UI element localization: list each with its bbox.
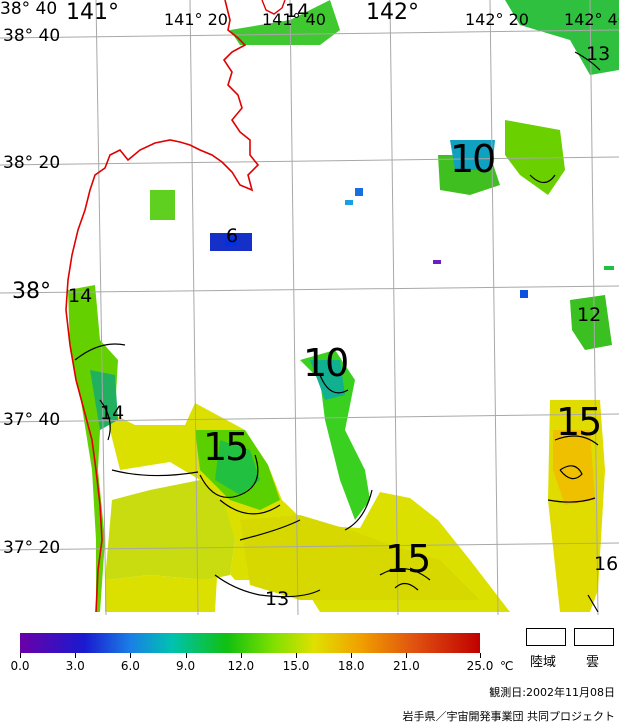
colorbar-tick-label: 6.0 xyxy=(120,659,140,673)
lat-label-37-20: 37° 20 xyxy=(3,538,61,558)
contour-label-16: 16 xyxy=(594,553,619,575)
coastline xyxy=(65,0,260,613)
colorbar-tick xyxy=(130,653,132,658)
contour-label-10-mid: 10 xyxy=(303,341,349,385)
contour-label-13-south: 13 xyxy=(265,588,290,610)
lon-label-141: 141° xyxy=(66,0,119,25)
colorbar-tick xyxy=(185,653,187,658)
sea-surface-temperature-map xyxy=(0,0,619,615)
contour-label-15-south: 15 xyxy=(385,537,431,581)
contour-label-15-west: 15 xyxy=(203,425,249,469)
lon-label-142: 142° xyxy=(366,0,419,25)
cloud-legend-label: 雲 xyxy=(586,655,600,670)
lon-label-141-20: 141° 20 xyxy=(164,10,228,29)
colorbar-tick-label: 12.0 xyxy=(227,659,255,673)
colorbar-tick-label: 0.0 xyxy=(10,659,30,673)
lat-label-38: 38° xyxy=(12,279,51,304)
observation-date: 観測日:2002年11月08日 xyxy=(489,686,615,699)
contour-label-14-top: 14 xyxy=(285,0,310,22)
lat-label-38-40: 38° 40 xyxy=(3,26,61,46)
lat-label-37-40: 37° 40 xyxy=(3,410,61,430)
colorbar-tick xyxy=(406,653,408,658)
contour-label-14-coast: 14 xyxy=(100,402,125,424)
contour-label-6: 6 xyxy=(226,225,239,247)
land-legend-swatch xyxy=(526,628,566,646)
contour-label-10-north: 10 xyxy=(450,137,496,181)
graticule xyxy=(0,0,619,615)
lat-label-top-left: 38° 40 xyxy=(0,0,58,19)
colorbar-tick xyxy=(20,653,21,658)
colorbar-tick xyxy=(351,653,353,658)
contour-label-13-top-right: 13 xyxy=(586,43,611,65)
lon-label-142-20: 142° 20 xyxy=(465,10,529,29)
contour-label-12: 12 xyxy=(577,304,602,326)
colorbar-tick xyxy=(296,653,297,658)
colorbar-tick-label: 18.0 xyxy=(337,659,365,673)
lat-label-38-20: 38° 20 xyxy=(3,153,61,173)
lon-label-141-40: 141° 40 xyxy=(262,10,326,29)
colorbar-tick-label: 9.0 xyxy=(176,659,196,673)
colorbar-unit: ℃ xyxy=(500,659,514,673)
credit-line: 岩手県／宇宙開発事業団 共同プロジェクト xyxy=(402,710,616,723)
cloud-legend-swatch xyxy=(574,628,614,646)
colorbar-tick xyxy=(480,653,481,658)
contour-label-14-west: 14 xyxy=(68,285,93,307)
colorbar-tick-label: 21.0 xyxy=(393,659,420,673)
colorbar-tick xyxy=(75,653,77,658)
colorbar-tick-label: 15.0 xyxy=(282,659,310,673)
lon-label-142-40: 142° 40 xyxy=(564,10,619,29)
colorbar-tick-label: 3.0 xyxy=(65,659,85,673)
temperature-colorbar xyxy=(20,633,480,653)
contour-label-15-east: 15 xyxy=(556,400,602,444)
land-legend-label: 陸域 xyxy=(530,655,557,670)
colorbar-tick-label: 25.0 xyxy=(466,659,494,673)
colorbar-tick xyxy=(240,653,242,658)
isotherm-contours xyxy=(74,51,601,613)
